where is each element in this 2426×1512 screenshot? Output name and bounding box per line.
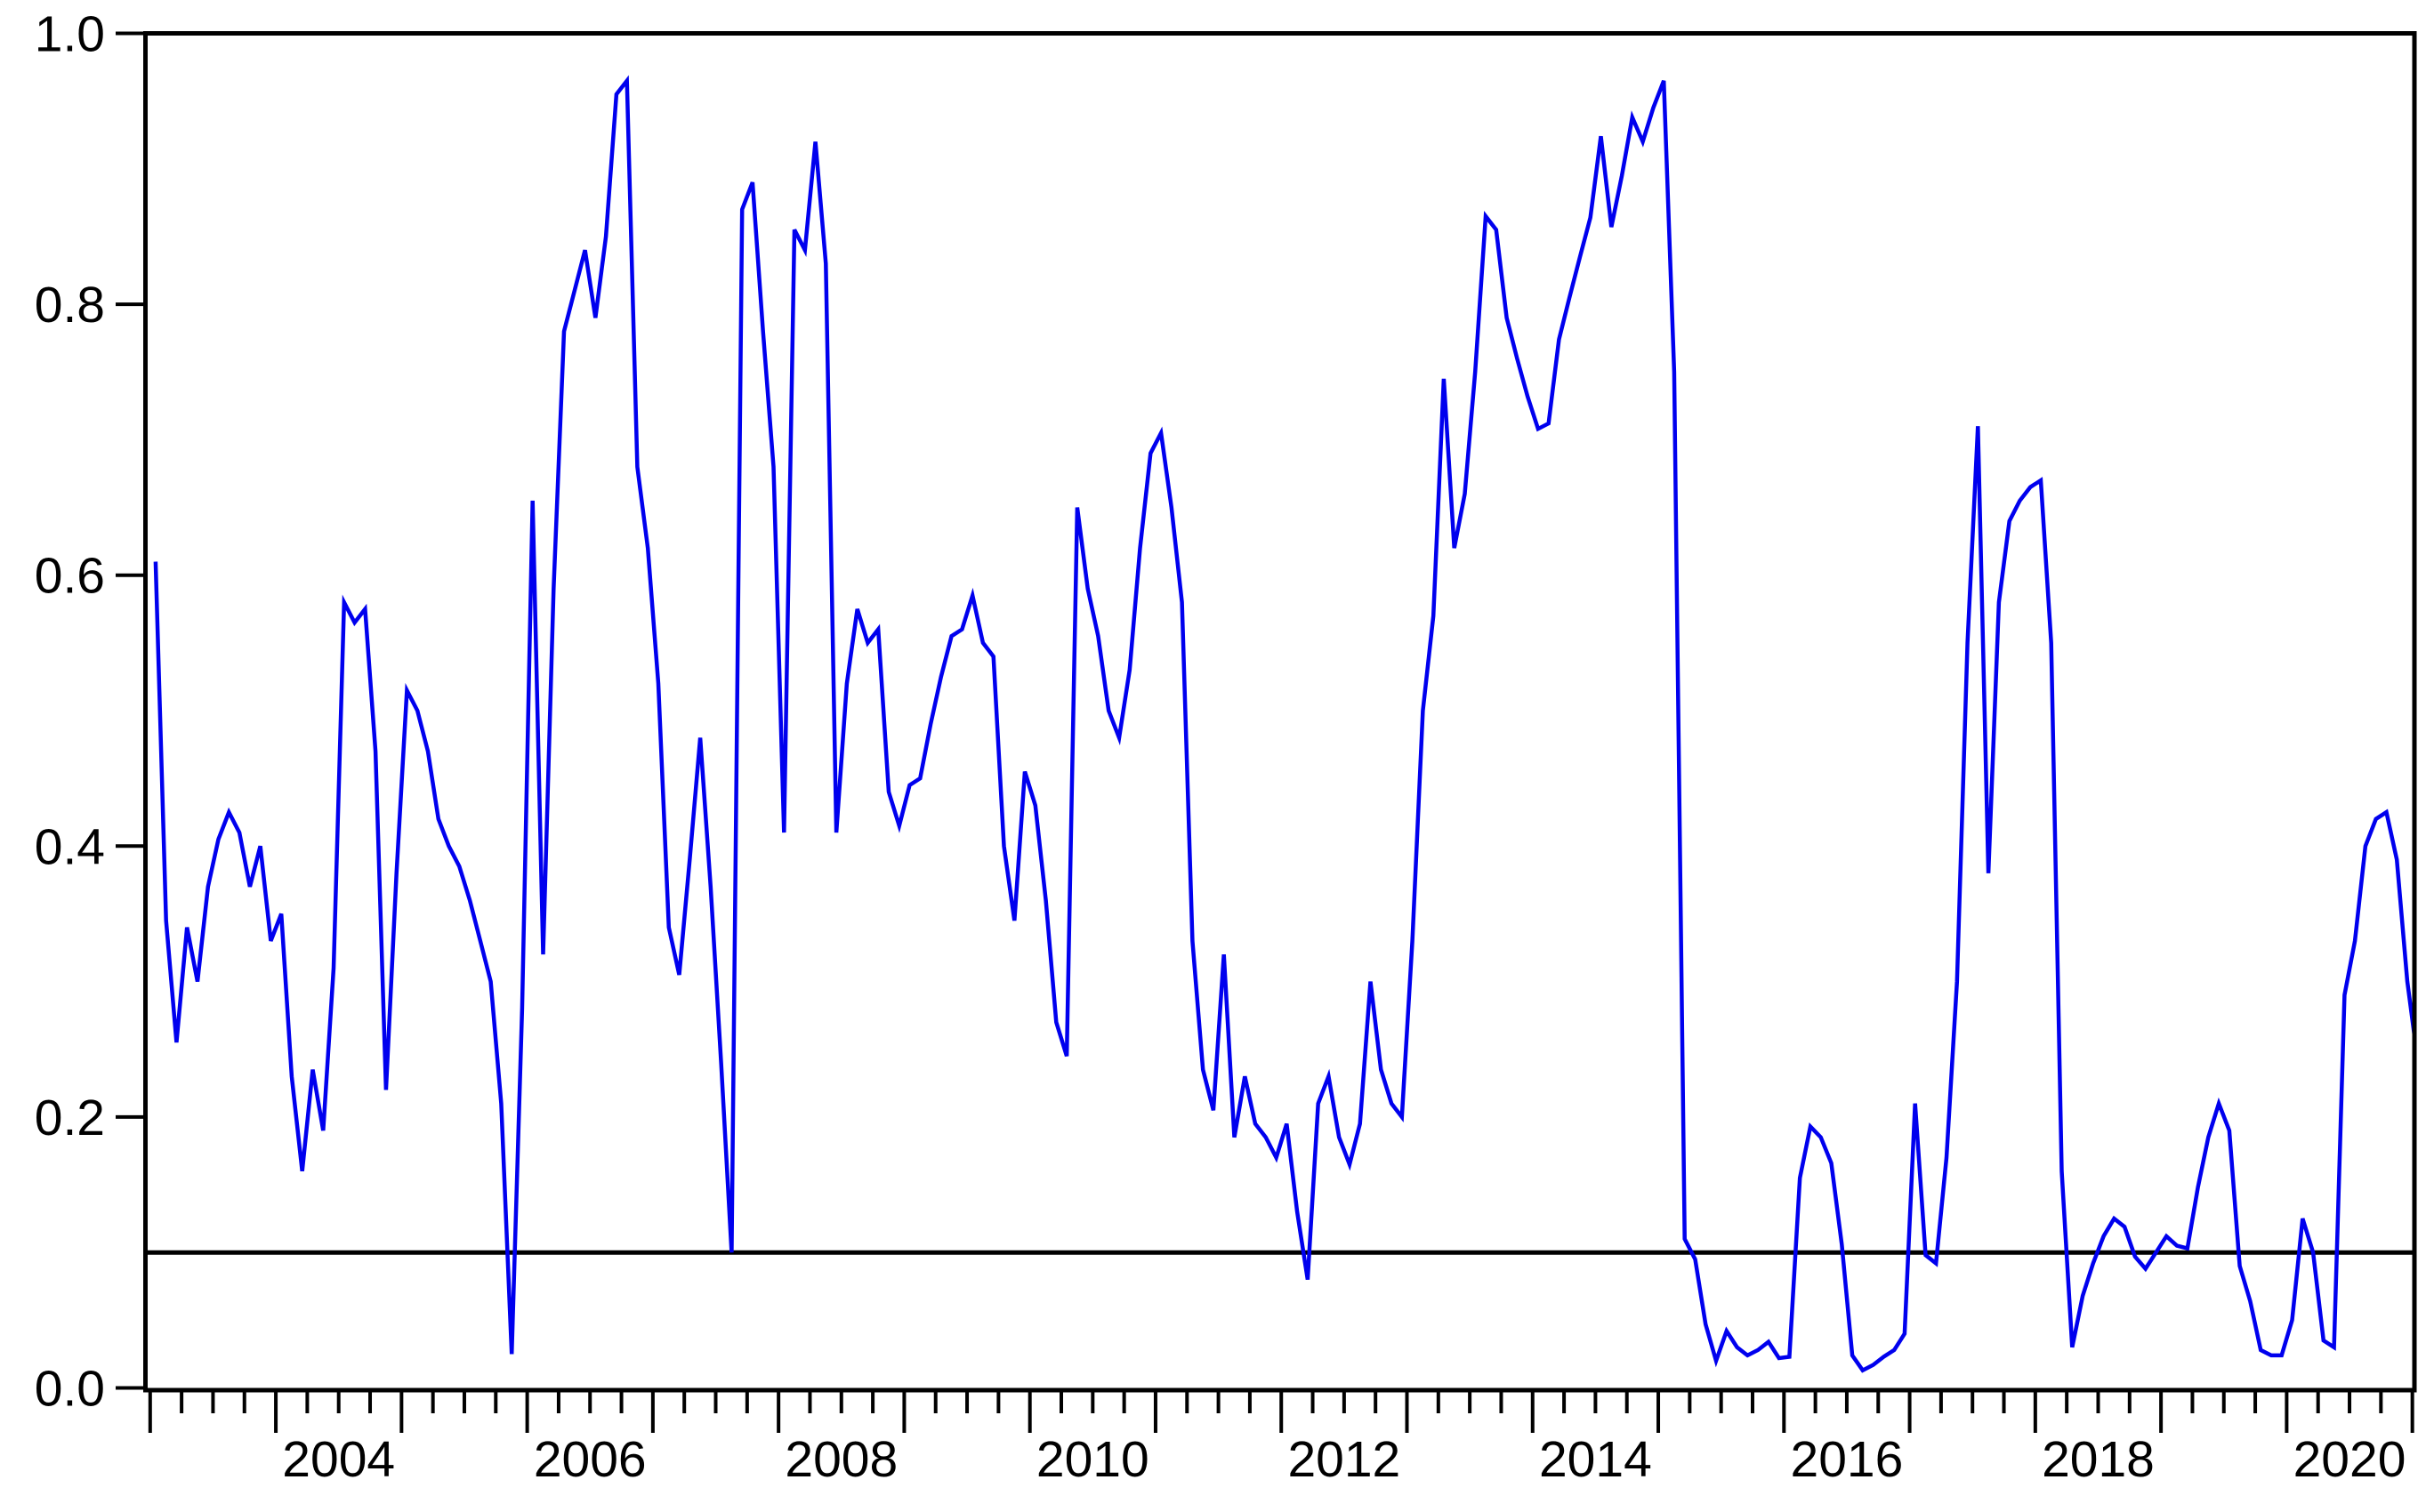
x-axis-labels: 2004 2006 2008 2010 2012 2014 2016 2018 2020 — [282, 1431, 2406, 1488]
plot-border — [143, 31, 2417, 1393]
y-tick-label: 0.6 — [35, 548, 105, 605]
x-tick-label: 2012 — [1287, 1431, 1400, 1488]
x-tick-label: 2014 — [1539, 1431, 1652, 1488]
x-axis-ticks — [148, 1390, 2414, 1433]
y-axis-ticks — [116, 31, 145, 1390]
x-tick-label: 2004 — [282, 1431, 395, 1488]
x-tick-label: 2016 — [1791, 1431, 1904, 1488]
x-tick-label: 2008 — [785, 1431, 898, 1488]
y-tick-label: 1.0 — [35, 6, 105, 63]
y-tick-label: 0.0 — [35, 1361, 105, 1418]
x-tick-label: 2010 — [1036, 1431, 1149, 1488]
y-tick-label: 0.4 — [35, 818, 105, 875]
x-tick-label: 2006 — [534, 1431, 647, 1488]
y-tick-label: 0.2 — [35, 1090, 105, 1146]
y-axis-labels: 0.0 0.2 0.4 0.6 0.8 1.0 — [35, 6, 105, 1418]
y-tick-label: 0.8 — [35, 277, 105, 334]
x-tick-label: 2020 — [2293, 1431, 2406, 1488]
series-line — [153, 75, 2414, 1373]
x-tick-label: 2018 — [2042, 1431, 2155, 1488]
